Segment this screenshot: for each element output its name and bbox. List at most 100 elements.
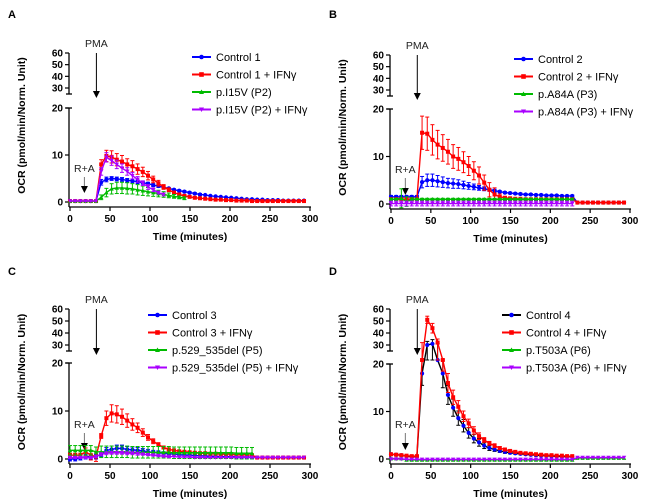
data-point xyxy=(596,200,601,205)
data-point xyxy=(497,194,502,199)
data-point xyxy=(430,457,435,462)
data-point xyxy=(156,453,161,458)
data-point xyxy=(140,188,145,193)
data-point xyxy=(471,428,476,433)
data-point xyxy=(73,199,78,204)
legend-item: Control 3 + IFNγ xyxy=(148,328,253,340)
legend-item: p.529_535del (P5) xyxy=(148,345,263,357)
legend-marker xyxy=(199,72,204,77)
data-point xyxy=(120,159,124,164)
x-tick-label: 300 xyxy=(302,214,319,225)
data-point xyxy=(182,450,187,455)
x-tick-label: 0 xyxy=(388,471,394,482)
data-point xyxy=(151,187,156,192)
data-point xyxy=(482,201,487,206)
legend-item: p.I15V (P2) + IFNγ xyxy=(192,105,308,117)
data-point xyxy=(109,411,114,416)
data-point xyxy=(234,455,239,460)
legend-marker xyxy=(509,365,514,370)
data-point xyxy=(513,191,518,196)
data-point xyxy=(533,201,539,206)
x-tick-label: 250 xyxy=(262,471,279,482)
legend-marker xyxy=(199,89,204,94)
data-point xyxy=(99,452,104,457)
data-point xyxy=(166,454,171,459)
y-tick-label: 20 xyxy=(52,104,64,115)
data-point xyxy=(570,193,575,199)
data-point xyxy=(538,457,544,462)
data-point xyxy=(187,450,192,455)
data-point xyxy=(502,201,508,206)
data-point xyxy=(523,201,528,206)
data-point xyxy=(125,162,130,167)
data-point xyxy=(192,191,197,196)
data-point xyxy=(502,457,508,462)
legend-item: Control 1 xyxy=(192,52,261,64)
legend-item: p.T503A (P6) + IFNγ xyxy=(502,363,627,375)
x-tick-label: 250 xyxy=(582,216,599,227)
data-point xyxy=(171,454,177,459)
legend-label: Control 4 xyxy=(526,310,571,322)
x-tick-label: 150 xyxy=(182,214,199,225)
data-point xyxy=(145,185,151,190)
data-point xyxy=(451,405,456,410)
data-point xyxy=(492,197,497,202)
series-3 xyxy=(388,455,627,462)
data-point xyxy=(425,317,430,322)
legend-label: p.I15V (P2) xyxy=(216,87,272,99)
data-point xyxy=(492,192,497,197)
x-tick-label: 150 xyxy=(502,471,519,482)
y-tick-label: 0 xyxy=(57,198,63,209)
data-point xyxy=(497,197,502,202)
data-point xyxy=(451,395,456,400)
data-point xyxy=(119,185,125,190)
data-point xyxy=(549,457,554,462)
data-point xyxy=(249,451,255,456)
data-point xyxy=(249,455,255,460)
data-point xyxy=(425,457,430,462)
data-point xyxy=(182,455,187,460)
data-point xyxy=(430,326,435,331)
series-line xyxy=(390,317,573,457)
data-point xyxy=(119,177,125,182)
legend-marker xyxy=(155,330,160,335)
legend-label: Control 3 xyxy=(172,310,217,322)
legend-label: Control 1 xyxy=(216,52,261,64)
data-point xyxy=(554,201,559,206)
arrow-down-icon xyxy=(401,443,409,450)
data-point xyxy=(130,186,135,191)
data-point xyxy=(549,201,554,206)
data-point xyxy=(595,455,601,460)
data-point xyxy=(487,187,492,192)
series-line xyxy=(70,452,304,459)
data-point xyxy=(388,197,394,202)
x-axis-title: Time (minutes) xyxy=(473,488,547,499)
data-point xyxy=(104,177,109,182)
data-point xyxy=(125,451,130,456)
y-axis-title: OCR (pmol/min/Norm. Unit) xyxy=(16,314,28,451)
series-line xyxy=(391,456,625,461)
data-point xyxy=(476,457,482,462)
data-point xyxy=(197,455,203,460)
x-tick-label: 0 xyxy=(67,214,73,225)
data-point xyxy=(197,450,203,455)
data-point xyxy=(430,341,435,346)
data-point xyxy=(409,201,414,206)
data-point xyxy=(575,455,580,460)
data-point xyxy=(192,195,197,200)
data-point xyxy=(156,181,161,186)
series-3 xyxy=(67,450,307,460)
data-point xyxy=(580,455,585,460)
data-point xyxy=(482,443,487,448)
legend-label: Control 3 + IFNγ xyxy=(172,328,253,340)
data-point xyxy=(399,457,404,462)
x-tick-label: 50 xyxy=(104,214,116,225)
data-point xyxy=(528,457,534,462)
legend-item: Control 1 + IFNγ xyxy=(192,70,297,82)
data-point xyxy=(203,450,208,455)
data-point xyxy=(166,193,171,198)
data-point xyxy=(125,418,130,423)
legend-item: Control 3 xyxy=(148,310,217,322)
x-tick-label: 300 xyxy=(302,471,319,482)
